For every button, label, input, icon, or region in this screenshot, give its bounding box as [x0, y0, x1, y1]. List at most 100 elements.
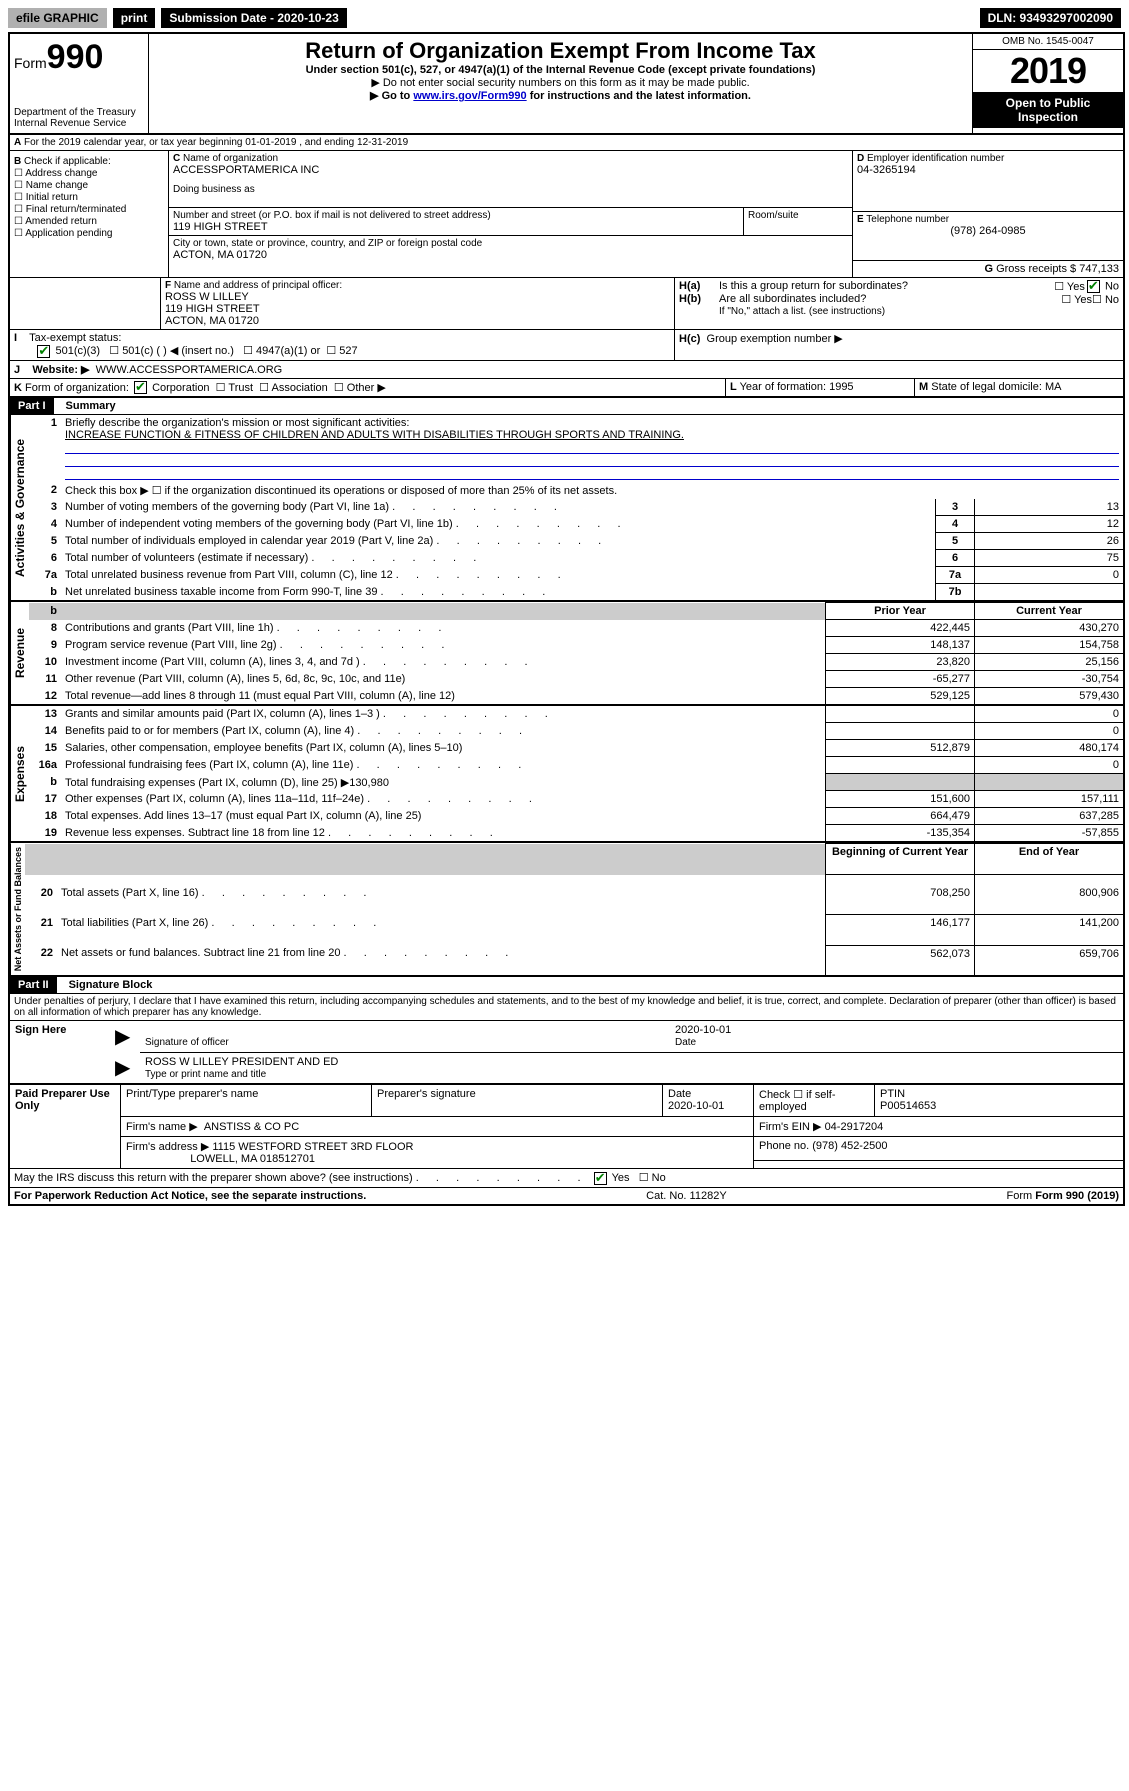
- check-501c3[interactable]: [37, 345, 50, 358]
- l11-py: -65,277: [826, 671, 975, 688]
- mission-text: INCREASE FUNCTION & FITNESS OF CHILDREN …: [65, 429, 684, 441]
- tax-status-row: I Tax-exempt status: 501(c)(3) ☐ 501(c) …: [10, 330, 1123, 361]
- form-note-2: ▶ Go to www.irs.gov/Form990 for instruct…: [157, 89, 964, 102]
- form-990-container: Form990 Department of the Treasury Inter…: [8, 32, 1125, 1206]
- check-final-return[interactable]: ☐ Final return/terminated: [14, 204, 164, 215]
- tax-year: 2019: [973, 50, 1123, 92]
- l15-py: 512,879: [826, 740, 975, 757]
- l17-py: 151,600: [826, 791, 975, 808]
- ha-yes[interactable]: ☐ Yes: [1054, 280, 1085, 293]
- ein: 04-3265194: [857, 164, 1119, 176]
- prep-date: 2020-10-01: [668, 1100, 724, 1112]
- side-expenses: Expenses: [10, 706, 29, 841]
- form-header: Form990 Department of the Treasury Inter…: [10, 34, 1123, 135]
- check-initial-return[interactable]: ☐ Initial return: [14, 192, 164, 203]
- perjury-declaration: Under penalties of perjury, I declare th…: [10, 994, 1123, 1021]
- l11-cy: -30,754: [975, 671, 1124, 688]
- omb-number: OMB No. 1545-0047: [973, 34, 1123, 50]
- l13-py: [826, 706, 975, 723]
- l10-cy: 25,156: [975, 654, 1124, 671]
- irs-link[interactable]: www.irs.gov/Form990: [413, 90, 526, 102]
- hb-no[interactable]: ☐ No: [1092, 293, 1119, 306]
- firm-name: ANSTISS & CO PC: [204, 1121, 299, 1133]
- l13-cy: 0: [975, 706, 1124, 723]
- l18-cy: 637,285: [975, 808, 1124, 825]
- form-footer: For Paperwork Reduction Act Notice, see …: [10, 1188, 1123, 1204]
- firm-ein: 04-2917204: [825, 1121, 884, 1133]
- check-corporation[interactable]: [134, 381, 147, 394]
- firm-addr1: 1115 WESTFORD STREET 3RD FLOOR: [212, 1141, 413, 1153]
- l19-py: -135,354: [826, 825, 975, 842]
- form-number: 990: [47, 38, 104, 76]
- efile-badge: efile GRAPHIC: [8, 8, 107, 28]
- check-name-change[interactable]: ☐ Name change: [14, 180, 164, 191]
- box-h: H(a) Is this a group return for subordin…: [674, 278, 1123, 329]
- l15-cy: 480,174: [975, 740, 1124, 757]
- l18-py: 664,479: [826, 808, 975, 825]
- box-d-e-g: D Employer identification number 04-3265…: [852, 151, 1123, 277]
- hb-yes[interactable]: ☐ Yes: [1061, 293, 1092, 306]
- box-f: F Name and address of principal officer:…: [161, 278, 674, 329]
- sign-date: 2020-10-01: [675, 1024, 731, 1036]
- dept-treasury: Department of the Treasury: [14, 107, 144, 118]
- officer-group-block: F Name and address of principal officer:…: [10, 278, 1123, 330]
- open-public-badge: Open to Public Inspection: [973, 92, 1123, 128]
- org-name: ACCESSPORTAMERICA INC: [173, 164, 848, 176]
- ha-no[interactable]: No: [1085, 280, 1119, 293]
- l9-py: 148,137: [826, 637, 975, 654]
- check-application-pending[interactable]: ☐ Application pending: [14, 228, 164, 239]
- l16a-py: [826, 757, 975, 774]
- check-address-change[interactable]: ☐ Address change: [14, 168, 164, 179]
- l20-py: 708,250: [826, 885, 975, 915]
- val-7a: 0: [975, 567, 1124, 584]
- form-subtitle: Under section 501(c), 527, or 4947(a)(1)…: [157, 64, 964, 76]
- l19-cy: -57,855: [975, 825, 1124, 842]
- l17-cy: 157,111: [975, 791, 1124, 808]
- period-line: A For the 2019 calendar year, or tax yea…: [10, 135, 1123, 151]
- print-button[interactable]: print: [113, 8, 156, 28]
- officer-print-name: ROSS W LILLEY PRESIDENT AND ED: [145, 1056, 338, 1068]
- l21-cy: 141,200: [975, 915, 1124, 946]
- part-2-header: Part II Signature Block: [10, 976, 1123, 994]
- website-url: WWW.ACCESSPORTAMERICA.ORG: [96, 364, 283, 376]
- expenses-section: Expenses 13Grants and similar amounts pa…: [10, 706, 1123, 843]
- form-note-1: ▶ Do not enter social security numbers o…: [157, 76, 964, 89]
- ptin: P00514653: [880, 1100, 936, 1112]
- governance-section: Activities & Governance 1 Briefly descri…: [10, 415, 1123, 602]
- part-1-header: Part I Summary: [10, 397, 1123, 415]
- officer-city: ACTON, MA 01720: [165, 315, 670, 327]
- top-action-bar: efile GRAPHIC print Submission Date - 20…: [8, 8, 1121, 28]
- state-domicile: MA: [1045, 381, 1062, 393]
- check-amended-return[interactable]: ☐ Amended return: [14, 216, 164, 227]
- form-year-block: OMB No. 1545-0047 2019 Open to Public In…: [972, 34, 1123, 133]
- firm-phone: (978) 452-2500: [812, 1140, 887, 1152]
- l12-cy: 579,430: [975, 688, 1124, 705]
- discuss-yes[interactable]: [594, 1172, 607, 1185]
- form-title: Return of Organization Exempt From Incom…: [157, 38, 964, 64]
- l22-cy: 659,706: [975, 945, 1124, 975]
- l10-py: 23,820: [826, 654, 975, 671]
- l9-cy: 154,758: [975, 637, 1124, 654]
- firm-addr2: LOWELL, MA 018512701: [190, 1153, 315, 1165]
- side-governance: Activities & Governance: [10, 415, 29, 600]
- val-7b: [975, 584, 1124, 601]
- telephone: (978) 264-0985: [857, 225, 1119, 237]
- l21-py: 146,177: [826, 915, 975, 946]
- val-6: 75: [975, 550, 1124, 567]
- l8-py: 422,445: [826, 620, 975, 637]
- l14-py: [826, 723, 975, 740]
- form-label: Form: [14, 55, 47, 71]
- val-5: 26: [975, 533, 1124, 550]
- year-formation: 1995: [829, 381, 853, 393]
- org-street: 119 HIGH STREET: [173, 221, 739, 233]
- officer-name: ROSS W LILLEY: [165, 291, 670, 303]
- discuss-row: May the IRS discuss this return with the…: [10, 1169, 1123, 1188]
- paid-preparer-block: Paid Preparer Use Only Print/Type prepar…: [10, 1084, 1123, 1169]
- side-netassets: Net Assets or Fund Balances: [10, 843, 25, 975]
- side-revenue: Revenue: [10, 602, 29, 704]
- submission-date-badge: Submission Date - 2020-10-23: [161, 8, 346, 28]
- website-row: J Website: ▶ WWW.ACCESSPORTAMERICA.ORG: [10, 361, 1123, 379]
- l20-cy: 800,906: [975, 885, 1124, 915]
- form-id-block: Form990 Department of the Treasury Inter…: [10, 34, 149, 133]
- box-c: C Name of organization ACCESSPORTAMERICA…: [169, 151, 852, 277]
